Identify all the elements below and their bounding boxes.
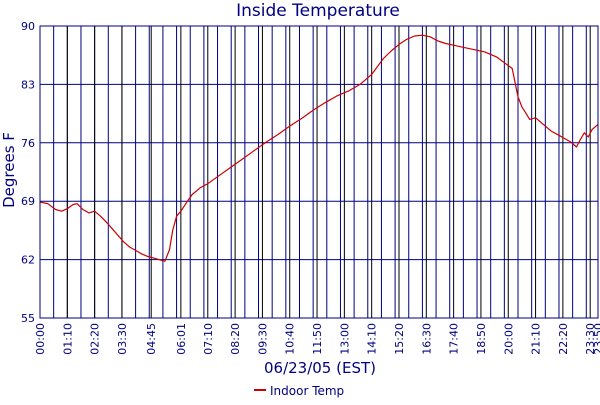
x-tick-label: 09:30: [256, 323, 269, 355]
x-tick-label: 04:45: [145, 323, 158, 355]
x-tick-label: 18:50: [475, 323, 488, 355]
y-tick-label: 90: [21, 20, 35, 33]
x-tick-label: 14:10: [366, 323, 379, 355]
legend-label: Indoor Temp: [270, 384, 344, 398]
y-axis-title: Degrees F: [0, 132, 18, 208]
x-tick-label: 07:10: [202, 323, 215, 355]
y-tick-label: 62: [21, 254, 35, 267]
x-tick-label: 00:00: [34, 323, 47, 355]
tick-label-layer: 55 62 69 76 83 90 00:00 01:10 02:20 03:30 04:45 06:…: [21, 20, 600, 355]
x-tick-label: 23:50: [592, 323, 600, 355]
y-tick-label: 76: [21, 137, 35, 150]
series-layer: [39, 34, 599, 262]
y-tick-label: 83: [21, 78, 35, 91]
x-tick-label: 22:20: [557, 323, 570, 355]
x-tick-label: 10:40: [284, 323, 297, 355]
x-tick-label: 02:20: [89, 323, 102, 355]
x-tick-label: 03:30: [116, 323, 129, 355]
y-tick-label: 69: [21, 195, 35, 208]
x-tick-label: 13:00: [338, 323, 351, 355]
grid-layer: [40, 25, 598, 319]
x-tick-label: 16:30: [420, 323, 433, 355]
x-tick-label: 17:40: [448, 323, 461, 355]
series-line-indoor-temp: [39, 34, 599, 262]
y-tick-label: 55: [21, 312, 35, 325]
x-tick-label: 21:10: [530, 323, 543, 355]
x-tick-label: 11:50: [311, 323, 324, 355]
plot-frame: [39, 25, 599, 319]
x-tick-label: 08:20: [229, 323, 242, 355]
x-axis-title: 06/23/05 (EST): [264, 359, 376, 377]
x-tick-label: 23:30: [584, 323, 597, 355]
x-tick-label: 06:01: [175, 323, 188, 355]
legend: Indoor Temp: [254, 384, 344, 398]
chart-title: Inside Temperature: [236, 1, 400, 21]
x-tick-label: 01:10: [61, 323, 74, 355]
x-tick-label: 15:20: [393, 323, 406, 355]
x-tick-label: 20:00: [502, 323, 515, 355]
